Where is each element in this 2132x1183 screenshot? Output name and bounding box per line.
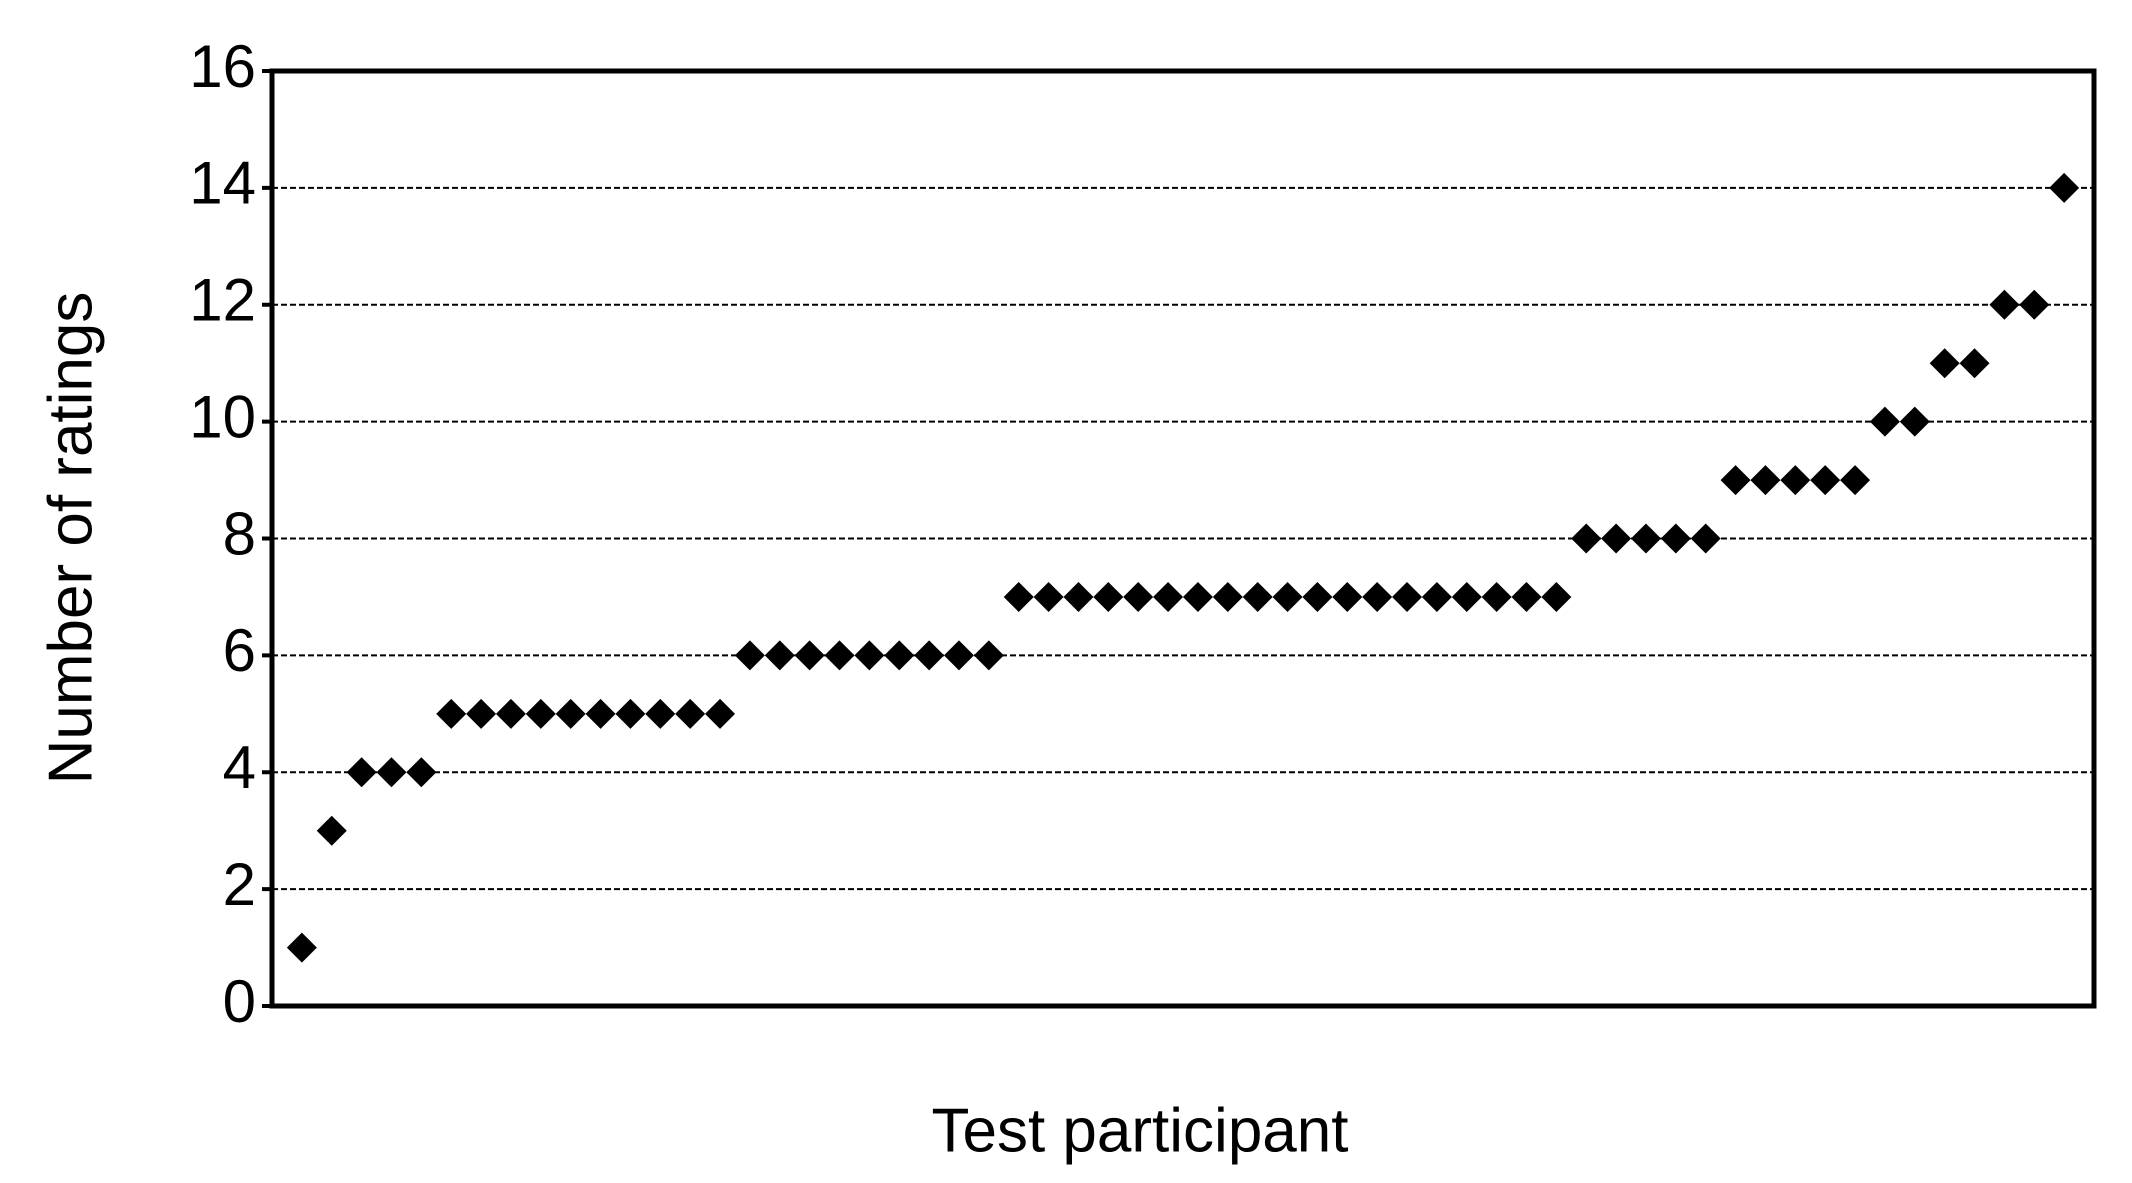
y-tick-label: 12 (189, 267, 256, 334)
data-point (1899, 406, 1930, 437)
data-point (1212, 581, 1243, 612)
y-tick-label: 4 (223, 734, 256, 801)
data-point (1959, 348, 1990, 379)
x-axis-title: Test participant (932, 1096, 1349, 1165)
y-tick-label: 10 (189, 383, 256, 450)
data-point (1302, 581, 1333, 612)
data-point (1720, 465, 1751, 496)
data-point (1571, 523, 1602, 554)
data-point (615, 698, 646, 729)
data-point (1780, 465, 1811, 496)
y-tick-label: 14 (189, 150, 256, 217)
data-point (436, 698, 467, 729)
plot-frame (269, 68, 2097, 1009)
data-point (1362, 581, 1393, 612)
y-tick-label: 6 (223, 617, 256, 684)
data-point (406, 757, 437, 788)
y-tick-label: 0 (223, 968, 256, 1035)
data-point (1541, 581, 1572, 612)
data-point (1660, 523, 1691, 554)
data-point (585, 698, 616, 729)
data-point (1511, 581, 1542, 612)
data-point (466, 698, 497, 729)
data-point (1810, 465, 1841, 496)
data-point (1242, 581, 1273, 612)
data-point (555, 698, 586, 729)
y-tick-label: 2 (223, 851, 256, 918)
data-point (1750, 465, 1781, 496)
data-point (1272, 581, 1303, 612)
data-point (1033, 581, 1064, 612)
data-point (1451, 581, 1482, 612)
data-point (346, 757, 377, 788)
data-point (1123, 581, 1154, 612)
data-point (973, 640, 1004, 671)
data-point (1929, 348, 1960, 379)
data-point (1869, 406, 1900, 437)
data-point (645, 698, 676, 729)
data-point (914, 640, 945, 671)
data-point (1421, 581, 1452, 612)
data-point (884, 640, 915, 671)
data-point (1153, 581, 1184, 612)
y-axis-title: Number of ratings (36, 292, 105, 785)
data-point (1392, 581, 1423, 612)
data-point (1601, 523, 1632, 554)
data-point (764, 640, 795, 671)
data-point (2049, 172, 2080, 203)
data-point (1063, 581, 1094, 612)
data-point (495, 698, 526, 729)
data-point (705, 698, 736, 729)
data-point (1332, 581, 1363, 612)
data-point (824, 640, 855, 671)
data-point (734, 640, 765, 671)
data-point (794, 640, 825, 671)
data-point (1003, 581, 1034, 612)
data-point (675, 698, 706, 729)
data-point (854, 640, 885, 671)
y-tick-label: 16 (189, 33, 256, 100)
data-point (1182, 581, 1213, 612)
data-point (1630, 523, 1661, 554)
data-point (1093, 581, 1124, 612)
data-point (376, 757, 407, 788)
data-point (943, 640, 974, 671)
data-point (316, 815, 347, 846)
data-point (1481, 581, 1512, 612)
data-point (1989, 289, 2020, 320)
data-point (1840, 465, 1871, 496)
data-point (525, 698, 556, 729)
data-point (2019, 289, 2050, 320)
y-tick-label: 8 (223, 500, 256, 567)
data-point (286, 932, 317, 963)
data-point (1690, 523, 1721, 554)
